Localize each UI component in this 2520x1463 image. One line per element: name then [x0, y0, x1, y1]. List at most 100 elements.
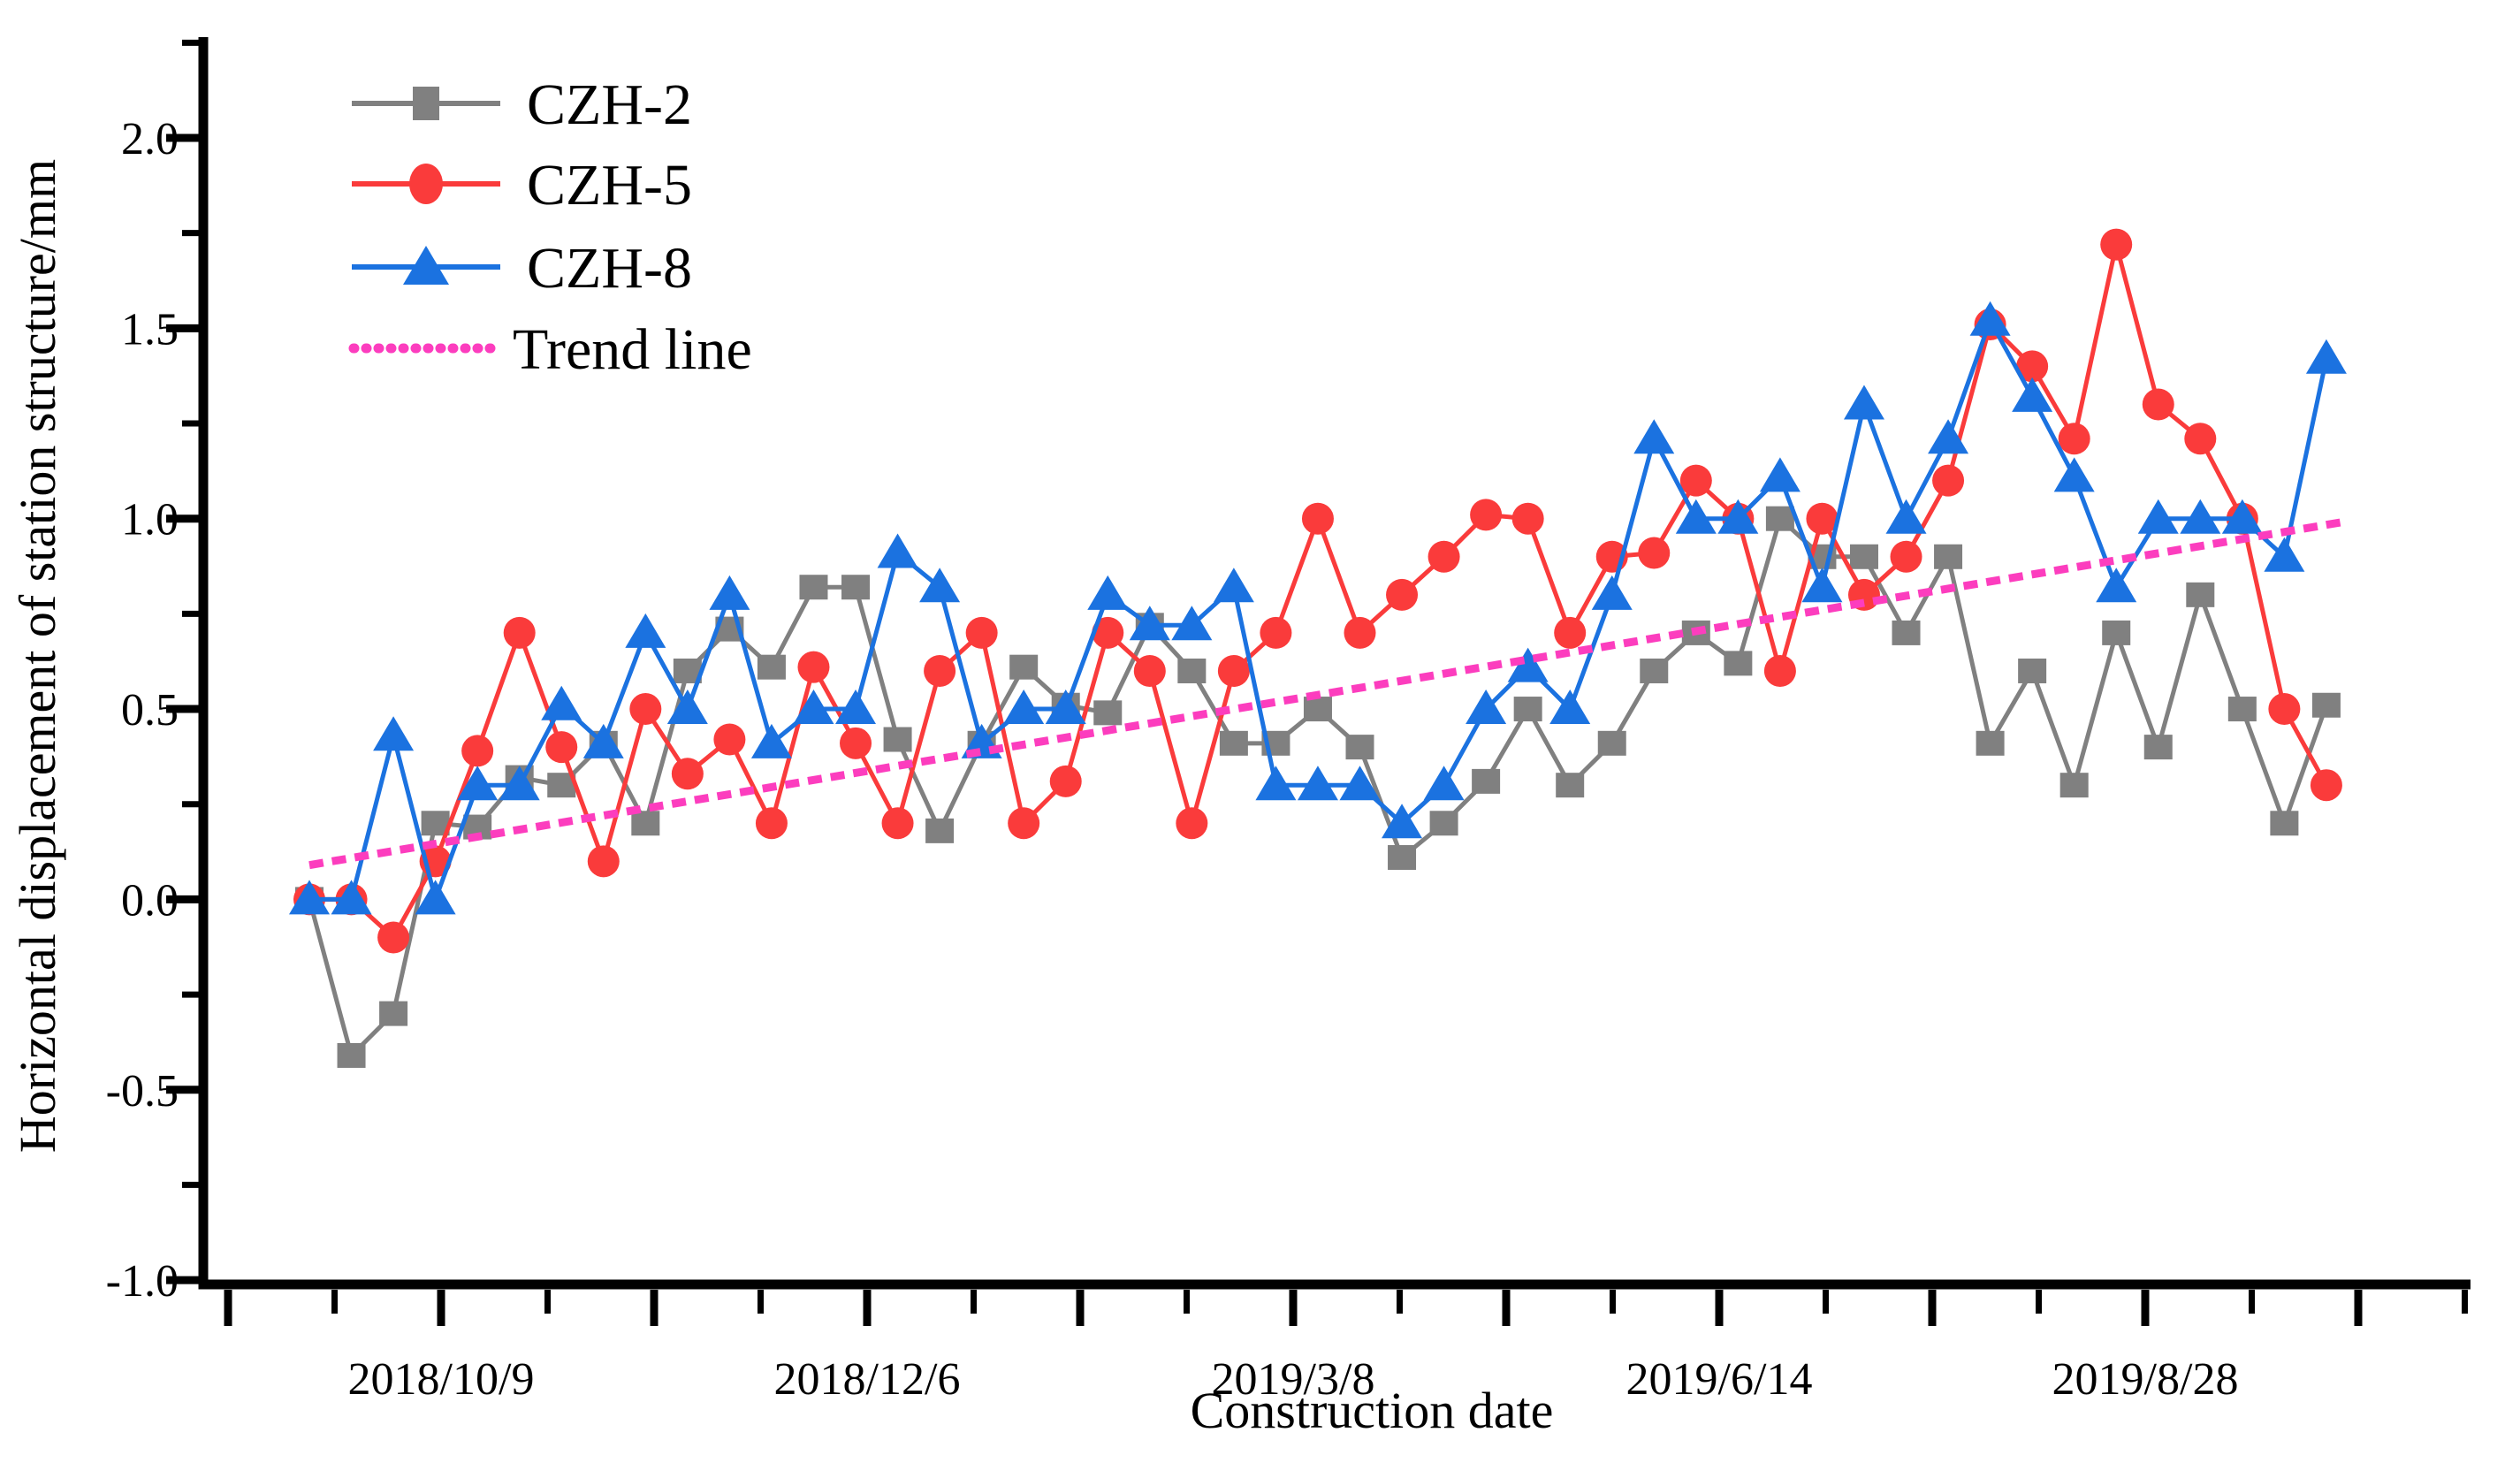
data-point-marker — [2018, 658, 2047, 683]
legend-item-czh-2: CZH-2 — [352, 72, 692, 137]
data-point-marker — [1885, 499, 1927, 534]
legend-triangle-marker-icon — [403, 246, 449, 285]
data-point-marker — [1344, 616, 1376, 649]
data-point-marker — [289, 880, 330, 915]
data-point-marker — [2310, 769, 2342, 802]
x-tick-label: 2019/6/14 — [1626, 1354, 1813, 1405]
data-point-marker — [1843, 385, 1884, 420]
data-point-marker — [1297, 766, 1338, 801]
data-point-marker — [457, 766, 499, 801]
data-point-marker — [1003, 690, 1045, 725]
data-point-marker — [1849, 544, 1878, 569]
data-point-marker — [877, 533, 918, 568]
data-point-marker — [666, 690, 708, 725]
data-point-marker — [503, 616, 536, 649]
data-point-marker — [2311, 692, 2341, 718]
trend-line — [308, 518, 2341, 870]
data-point-marker — [1466, 690, 1507, 725]
data-point-marker — [379, 1001, 408, 1026]
data-point-marker — [713, 723, 746, 756]
data-point-marker — [1801, 568, 1843, 603]
data-point-marker — [1928, 419, 1969, 454]
axis-ticks — [166, 39, 2468, 1326]
data-point-marker — [2012, 377, 2053, 412]
x-tick-label: 2019/8/28 — [2052, 1354, 2239, 1405]
data-point-marker — [1679, 464, 1712, 497]
axis-tick-labels: 2.0 1.5 1.0 0.5 0.0 -0.5 -1.0 2018/10/9 2018/12/… — [106, 114, 2239, 1405]
data-point-marker — [1087, 575, 1129, 610]
data-point-marker — [750, 723, 792, 758]
legend-item-trend-line: Trend line — [348, 317, 752, 382]
legend-item-czh-8: CZH-8 — [352, 236, 692, 301]
data-point-marker — [2096, 568, 2137, 603]
data-point-marker — [337, 1042, 366, 1068]
data-point-marker — [2143, 735, 2173, 760]
data-point-marker — [799, 575, 828, 600]
data-point-marker — [924, 654, 956, 687]
data-point-marker — [1386, 578, 1419, 611]
data-point-marker — [2186, 582, 2215, 607]
data-point-marker — [1009, 654, 1039, 680]
data-point-marker — [2227, 697, 2257, 722]
data-point-marker — [1345, 735, 1374, 760]
data-point-marker — [331, 880, 372, 915]
series-czh-8 — [289, 301, 2347, 915]
x-tick-label: 2018/10/9 — [348, 1354, 535, 1405]
axis-titles: Construction date Horizontal displacement… — [9, 159, 1553, 1439]
data-point-marker — [629, 693, 662, 726]
data-point-marker — [1633, 419, 1675, 454]
data-point-marker — [545, 731, 578, 764]
legend-label: Trend line — [513, 317, 752, 382]
data-point-marker — [1640, 658, 1669, 683]
legend-square-marker-icon — [413, 87, 439, 120]
data-point-marker — [2270, 811, 2299, 836]
data-point-marker — [1556, 773, 1585, 798]
data-point-marker — [1638, 537, 1671, 569]
y-tick-label: 0.5 — [121, 685, 179, 735]
data-point-marker — [1177, 658, 1207, 683]
data-point-marker — [2184, 423, 2217, 455]
data-point-marker — [1339, 766, 1381, 801]
y-tick-label: 1.5 — [121, 304, 179, 354]
data-point-marker — [2059, 773, 2089, 798]
data-point-marker — [840, 727, 872, 759]
data-point-marker — [2180, 499, 2221, 534]
data-point-marker — [373, 716, 415, 751]
data-point-marker — [965, 616, 998, 649]
data-point-marker — [1049, 765, 1082, 797]
data-point-marker — [671, 758, 704, 790]
data-point-marker — [377, 921, 410, 954]
data-point-marker — [1092, 616, 1124, 649]
data-point-marker — [1301, 502, 1334, 535]
data-point-marker — [1171, 606, 1213, 641]
legend-item-czh-5: CZH-5 — [352, 153, 692, 217]
y-axis-title: Horizontal displacement of station struc… — [9, 159, 66, 1153]
data-point-marker — [1219, 730, 1248, 756]
data-point-marker — [1213, 568, 1254, 603]
data-point-marker — [1969, 301, 2011, 336]
data-point-marker — [1129, 606, 1170, 641]
data-point-marker — [1591, 575, 1633, 610]
data-point-marker — [1470, 499, 1503, 531]
data-point-marker — [1511, 502, 1544, 535]
data-point-marker — [1763, 654, 1796, 687]
data-point-marker — [1890, 540, 1922, 573]
data-point-marker — [2268, 693, 2301, 726]
data-point-marker — [1934, 544, 1963, 569]
y-tick-label: 0.0 — [121, 875, 179, 926]
data-point-marker — [2016, 350, 2049, 383]
data-point-marker — [1892, 620, 1921, 645]
data-point-marker — [2305, 339, 2347, 374]
data-point-marker — [1554, 616, 1587, 649]
data-point-marker — [797, 651, 830, 683]
data-point-marker — [1472, 768, 1501, 794]
x-tick-label: 2019/3/8 — [1212, 1354, 1375, 1405]
data-point-marker — [1717, 499, 1759, 534]
x-tick-label: 2018/12/6 — [774, 1354, 961, 1405]
data-point-marker — [1765, 506, 1794, 531]
data-point-marker — [1759, 457, 1801, 492]
data-point-marker — [1217, 654, 1250, 687]
data-point-marker — [1423, 766, 1465, 801]
data-point-marker — [1303, 697, 1332, 722]
